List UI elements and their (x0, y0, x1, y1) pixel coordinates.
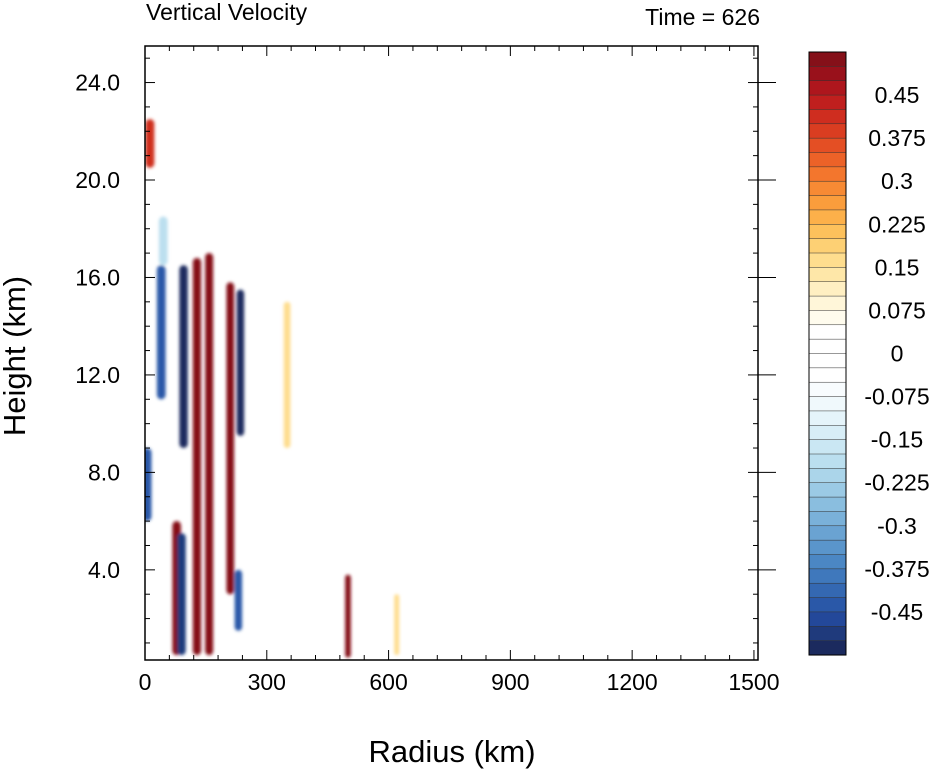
colorbar-label: 0.075 (868, 297, 926, 323)
x-tick-label: 900 (491, 669, 529, 695)
colorbar-swatch (808, 195, 847, 211)
colorbar: 0.45 0.375 0.3 0.225 0.15 0.075 0 -0.075 -0.15 -0… (808, 51, 930, 656)
updraft-band-2 (226, 282, 235, 595)
colorbar-label: -0.225 (864, 470, 929, 496)
downdraft-band-14 (158, 216, 168, 266)
x-tick-label: 1200 (607, 669, 658, 695)
colorbar-swatch (808, 496, 847, 512)
colorbar-swatch (808, 468, 847, 484)
x-tick-label: 1500 (728, 669, 779, 695)
colorbar-swatch (808, 66, 847, 82)
updraft-band-0 (192, 257, 202, 656)
velocity-field (145, 119, 400, 658)
colorbar-swatch (808, 51, 847, 67)
x-tick-label: 0 (139, 669, 152, 695)
colorbar-swatch (808, 209, 847, 225)
colorbar-swatch (808, 109, 847, 125)
y-tick-label: 4.0 (88, 557, 120, 583)
colorbar-swatch (808, 295, 847, 311)
colorbar-swatch (808, 597, 847, 613)
y-tick-label: 16.0 (75, 264, 120, 290)
colorbar-swatch (808, 410, 847, 426)
downdraft-band-8 (179, 265, 188, 449)
x-tick-label: 600 (369, 669, 407, 695)
y-tick-label: 12.0 (75, 362, 120, 388)
x-axis: 0 300 600 900 1200 1500 (139, 46, 780, 695)
downdraft-band-9 (236, 289, 245, 436)
colorbar-swatch (808, 353, 847, 369)
colorbar-swatch (808, 367, 847, 383)
downdraft-band-10 (156, 265, 166, 400)
y-axis: 4.0 8.0 12.0 16.0 20.0 24.0 (75, 57, 776, 644)
colorbar-swatch (808, 539, 847, 556)
x-axis-label: Radius (km) (368, 734, 535, 769)
colorbar-swatch (808, 439, 847, 455)
colorbar-swatch (808, 166, 847, 182)
colorbar-label: 0.3 (881, 168, 913, 194)
colorbar-swatch (808, 281, 847, 297)
x-tick-label: 300 (248, 669, 286, 695)
y-tick-label: 20.0 (75, 167, 120, 193)
colorbar-swatch (808, 425, 847, 441)
colorbar-swatch (808, 123, 847, 139)
colorbar-swatch (808, 396, 847, 412)
colorbar-frame (808, 51, 847, 656)
colorbar-label: 0.225 (868, 211, 926, 237)
colorbar-swatch (808, 626, 847, 642)
colorbar-swatch (808, 324, 847, 340)
plot-frame (144, 45, 759, 661)
colorbar-swatch (808, 152, 847, 168)
colorbar-swatch (808, 252, 847, 268)
colorbar-swatch (808, 137, 847, 154)
colorbar-swatch (808, 568, 847, 584)
time-label: Time = 626 (645, 4, 760, 30)
velocity-field-bands (145, 119, 400, 658)
colorbar-label: 0.45 (875, 82, 920, 108)
colorbar-label: -0.45 (871, 599, 923, 625)
updraft-band-7 (394, 594, 400, 656)
colorbar-label: 0.15 (875, 254, 920, 280)
colorbar-swatch (808, 94, 847, 110)
colorbar-swatch (808, 525, 847, 541)
updraft-band-5 (345, 574, 351, 658)
colorbar-swatch (808, 554, 847, 570)
chart-title: Vertical Velocity (146, 0, 308, 25)
colorbar-label: -0.3 (877, 513, 917, 539)
y-axis-label: Height (km) (0, 276, 32, 436)
colorbar-label: -0.15 (871, 427, 923, 453)
colorbar-swatch (808, 180, 847, 197)
colorbar-swatch (808, 511, 847, 527)
colorbar-label: -0.375 (864, 556, 929, 582)
colorbar-swatch (808, 238, 847, 254)
colorbar-label: 0 (891, 341, 904, 367)
colorbar-swatch (808, 482, 847, 498)
updraft-band-6 (283, 301, 291, 449)
y-tick-label: 24.0 (75, 70, 120, 96)
downdraft-band-13 (145, 448, 152, 522)
colorbar-swatch (808, 640, 847, 656)
colorbar-swatch (808, 310, 847, 326)
colorbar-swatch (808, 453, 847, 469)
downdraft-band-11 (177, 533, 186, 656)
colorbar-swatch (808, 611, 847, 627)
colorbar-swatch (808, 224, 847, 240)
updraft-band-1 (205, 253, 214, 656)
updraft-band-4 (145, 119, 155, 168)
colorbar-label: 0.375 (868, 125, 926, 151)
colorbar-swatch (808, 80, 847, 96)
colorbar-swatch (808, 267, 847, 283)
colorbar-label: -0.075 (864, 384, 929, 410)
downdraft-band-12 (234, 569, 243, 631)
y-tick-label: 8.0 (88, 459, 120, 485)
colorbar-swatch (808, 582, 847, 599)
colorbar-swatch (808, 338, 847, 355)
colorbar-swatch (808, 381, 847, 398)
